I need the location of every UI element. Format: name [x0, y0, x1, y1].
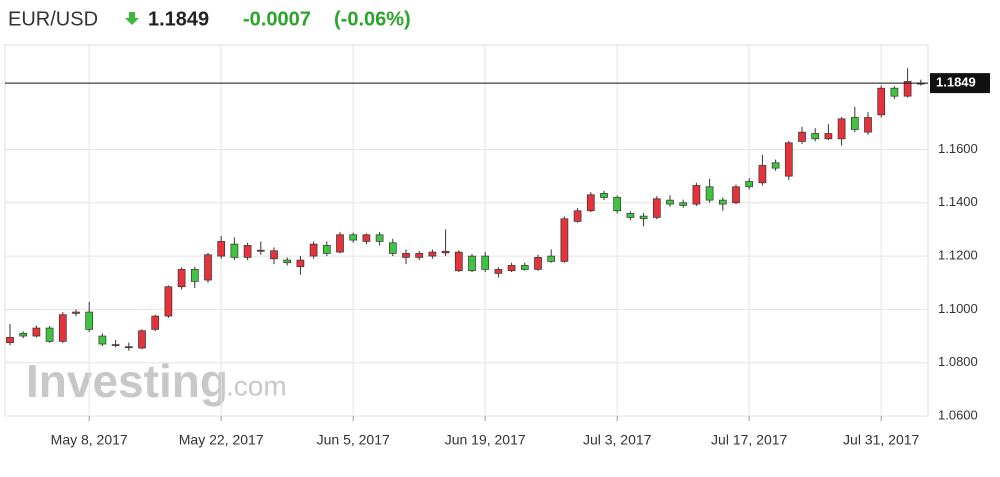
candle-body — [586, 194, 595, 212]
x-tick-label: Jul 3, 2017 — [583, 432, 652, 448]
candle-body — [283, 259, 292, 264]
last-price-box — [930, 73, 990, 94]
candle-body — [45, 327, 54, 342]
y-tick-label: 1.0800 — [938, 354, 978, 369]
candle-body — [375, 234, 384, 242]
candle-body — [468, 255, 476, 272]
candle-body — [877, 87, 886, 116]
candle-body — [428, 251, 437, 257]
x-tick-label: Jul 31, 2017 — [843, 432, 919, 448]
candle-body — [573, 210, 582, 222]
candle-body — [692, 185, 701, 205]
candle-body — [388, 242, 397, 254]
candle-body — [270, 250, 278, 260]
candle-body — [322, 245, 331, 254]
candle-body — [666, 199, 674, 205]
candle-body — [217, 241, 226, 257]
watermark: Investing — [26, 355, 228, 407]
candle-body — [520, 265, 529, 270]
x-tick-label: Jun 5, 2017 — [317, 432, 390, 448]
candle-body — [903, 81, 912, 97]
change: -0.0007 — [243, 8, 311, 30]
candle-body — [705, 186, 714, 201]
candle-body — [850, 117, 859, 130]
candle-body — [652, 198, 661, 218]
y-tick-label: 1.0600 — [938, 407, 978, 422]
candle-body — [190, 269, 199, 282]
candle-body — [336, 234, 344, 253]
symbol: EUR/USD — [8, 8, 98, 30]
candle-body — [639, 215, 648, 220]
candle-body — [745, 181, 754, 188]
x-tick-label: Jul 17, 2017 — [711, 432, 787, 448]
candle-body — [32, 327, 41, 337]
candle-body — [349, 234, 358, 241]
candle-body — [19, 333, 28, 337]
y-tick-label: 1.1000 — [938, 301, 978, 316]
candle-body — [784, 142, 793, 177]
candle-body — [613, 197, 622, 212]
change-arrow — [125, 12, 139, 25]
candle-body — [718, 199, 727, 205]
watermark-suffix: .com — [226, 370, 287, 401]
candle-body — [626, 213, 635, 218]
candle-body — [890, 87, 899, 97]
x-tick-label: May 22, 2017 — [179, 432, 264, 448]
candle-body — [230, 243, 239, 258]
candle-body — [771, 162, 780, 169]
candle-body — [85, 311, 94, 330]
candle-body — [309, 243, 318, 257]
candle-body — [732, 186, 740, 204]
x-tick-label: May 8, 2017 — [51, 432, 128, 448]
candle-body — [177, 269, 186, 288]
candle-body — [494, 269, 503, 274]
candle-body — [256, 249, 265, 252]
candle-body — [798, 131, 806, 142]
candle-body — [58, 314, 67, 342]
candle-body — [534, 257, 542, 270]
y-tick-label: 1.1400 — [938, 194, 978, 209]
x-tick-label: Jun 19, 2017 — [445, 432, 526, 448]
candle-body — [402, 253, 410, 258]
candle-body — [560, 218, 569, 262]
candle-body — [837, 118, 846, 140]
candle-body — [481, 255, 490, 270]
candle-body — [6, 337, 14, 344]
last-price-label: 1.1849 — [936, 75, 976, 90]
candle-body — [824, 133, 833, 140]
candle-body — [758, 165, 767, 184]
candle-body — [98, 335, 107, 345]
candle-body — [864, 117, 872, 133]
candle-body — [296, 259, 305, 268]
header: EUR/USD 1.1849 -0.0007 (-0.06%) — [8, 8, 411, 30]
candle-body — [124, 346, 133, 349]
y-tick-label: 1.1200 — [938, 248, 978, 263]
candle-body — [507, 265, 516, 272]
candle-body — [547, 255, 556, 262]
candle-body — [454, 251, 463, 272]
candle-body — [600, 193, 608, 198]
y-tick-label: 1.1600 — [938, 141, 978, 156]
candle-body — [164, 286, 173, 317]
candle-body — [72, 311, 80, 314]
candle-body — [362, 234, 371, 242]
candle-body — [204, 254, 212, 281]
candle-body — [441, 250, 450, 254]
price: 1.1849 — [148, 8, 209, 30]
candle-body — [138, 330, 146, 349]
candle-body — [243, 245, 252, 258]
candle-body — [151, 315, 160, 330]
candle-body — [415, 253, 424, 258]
candle-body — [679, 202, 688, 206]
candle-body — [111, 344, 120, 346]
candle-body — [811, 133, 820, 140]
change-percent: (-0.06%) — [334, 8, 411, 30]
